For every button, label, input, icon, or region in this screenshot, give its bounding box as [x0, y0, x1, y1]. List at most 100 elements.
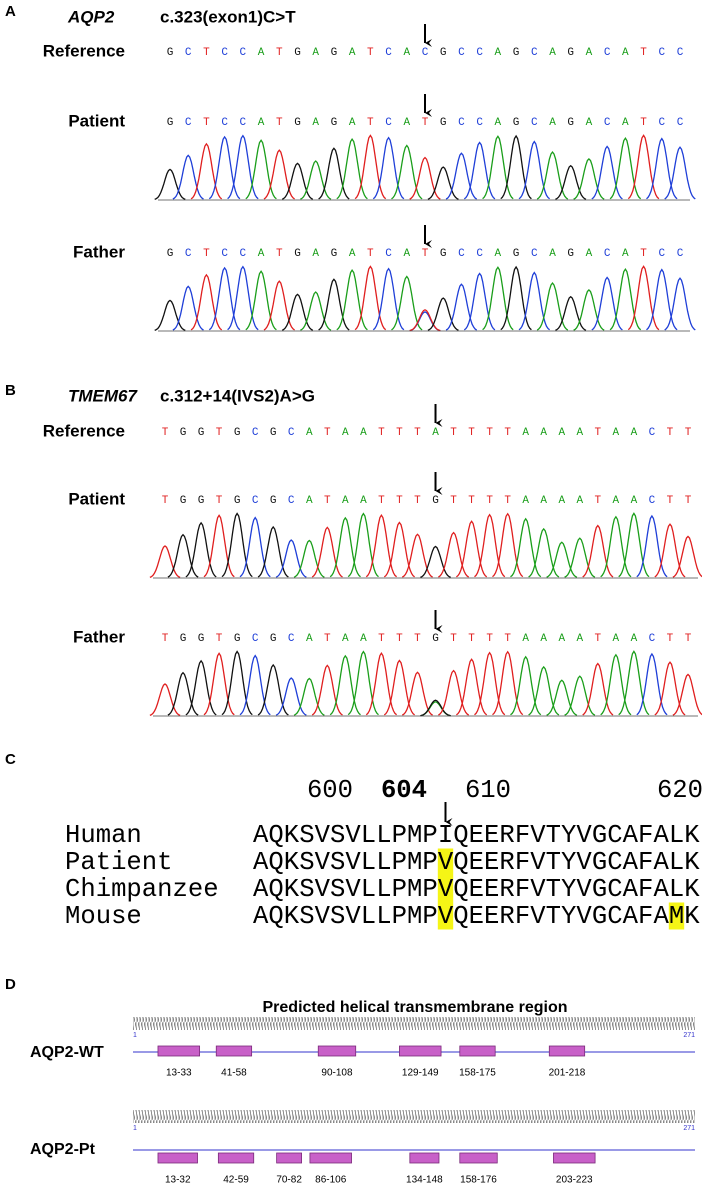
base: C [422, 47, 429, 59]
peak [564, 537, 596, 578]
base: C [185, 47, 192, 59]
base: C [458, 117, 465, 129]
base: G [432, 495, 439, 507]
ruler [133, 1110, 695, 1123]
base: G [294, 47, 301, 59]
base: G [234, 427, 241, 439]
peak [372, 267, 405, 331]
base: G [180, 495, 187, 507]
base: T [595, 427, 602, 439]
base: T [216, 495, 223, 507]
ruler-start: 1 [133, 1032, 137, 1039]
base: A [622, 47, 629, 59]
base: A [342, 427, 349, 439]
peak [455, 520, 488, 578]
base: G [513, 117, 520, 129]
base: C [385, 47, 392, 59]
peak [154, 299, 186, 331]
base: G [180, 427, 187, 439]
peak [149, 683, 181, 716]
region-label: 90-108 [321, 1068, 353, 1079]
highlight [437, 875, 454, 903]
base: C [458, 47, 465, 59]
helix-region [548, 1045, 586, 1057]
base: C [252, 633, 259, 645]
peak [275, 539, 307, 578]
peak [672, 535, 702, 578]
base: A [360, 633, 367, 645]
base: C [240, 47, 247, 59]
base: C [252, 495, 259, 507]
peak [445, 283, 478, 331]
peak [208, 266, 241, 331]
base: T [324, 427, 331, 439]
base: C [185, 117, 192, 129]
region-label: 70-82 [276, 1175, 302, 1186]
peak [672, 673, 702, 716]
peak [510, 655, 542, 716]
peak [518, 271, 551, 331]
base: A [586, 117, 593, 129]
base: T [640, 248, 647, 260]
peak [293, 677, 325, 716]
peak [654, 661, 686, 716]
panel-label: A [5, 3, 16, 20]
base: T [667, 633, 674, 645]
helix-region [215, 1045, 253, 1057]
base: A [613, 427, 620, 439]
base: C [252, 427, 259, 439]
base: T [486, 495, 493, 507]
base: A [576, 495, 583, 507]
peak [646, 137, 678, 200]
peak [185, 659, 217, 716]
peak [582, 662, 614, 716]
peak [365, 513, 398, 578]
base: T [324, 495, 331, 507]
base: C [221, 117, 228, 129]
peak [318, 278, 350, 331]
region-label: 158-175 [459, 1068, 496, 1079]
helix-region [217, 1152, 255, 1164]
helix-region [459, 1045, 496, 1057]
base: C [658, 248, 665, 260]
base: T [378, 495, 385, 507]
base: A [495, 47, 502, 59]
peak [257, 525, 289, 578]
highlight [437, 848, 454, 876]
base: A [349, 117, 356, 129]
base: C [476, 248, 483, 260]
peak [239, 654, 271, 716]
peak [329, 516, 361, 578]
base: C [531, 248, 538, 260]
region-label: 134-148 [406, 1175, 443, 1186]
base: T [367, 248, 374, 260]
base: A [349, 47, 356, 59]
peak [383, 659, 416, 716]
peak [409, 156, 441, 200]
highlight [437, 902, 454, 930]
region-label: 41-58 [221, 1068, 247, 1079]
track-name: Reference [43, 421, 125, 440]
base: A [558, 633, 565, 645]
peak [455, 658, 488, 716]
peak [336, 269, 368, 331]
peak [474, 513, 506, 578]
peak [500, 134, 532, 200]
base: A [586, 248, 593, 260]
peak [245, 270, 277, 331]
peak [573, 157, 605, 200]
base: A [558, 427, 565, 439]
position: 600 [307, 776, 353, 805]
species: Mouse [65, 902, 142, 931]
panel-label: C [5, 751, 16, 768]
peak [347, 650, 379, 716]
base: A [495, 117, 502, 129]
base: T [667, 427, 674, 439]
base: G [234, 495, 241, 507]
peak [518, 140, 551, 200]
base: T [276, 248, 283, 260]
peak [463, 141, 496, 200]
peak [546, 541, 578, 578]
position: 610 [465, 776, 511, 805]
base: A [312, 47, 319, 59]
